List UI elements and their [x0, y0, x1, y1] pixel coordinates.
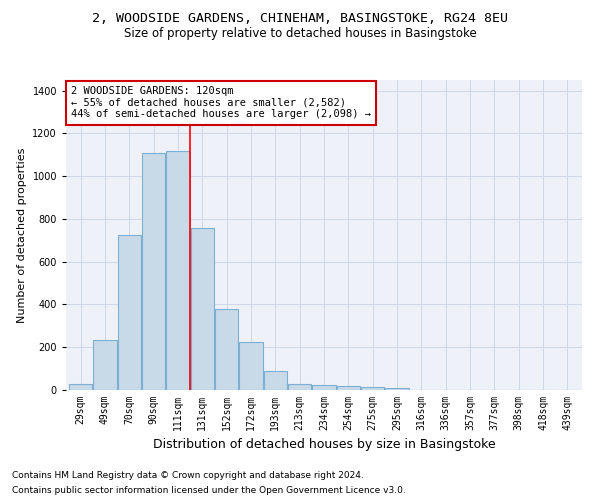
Bar	[264, 371, 287, 390]
Bar	[142, 152, 165, 390]
Bar	[118, 235, 141, 390]
Y-axis label: Number of detached properties: Number of detached properties	[17, 148, 27, 322]
Bar	[191, 228, 214, 390]
Bar	[215, 309, 238, 390]
Bar	[385, 388, 409, 390]
X-axis label: Distribution of detached houses by size in Basingstoke: Distribution of detached houses by size …	[152, 438, 496, 452]
Bar	[166, 150, 190, 390]
Bar	[313, 384, 335, 390]
Bar	[239, 342, 263, 390]
Bar	[69, 384, 92, 390]
Bar	[288, 384, 311, 390]
Bar	[337, 386, 360, 390]
Text: 2, WOODSIDE GARDENS, CHINEHAM, BASINGSTOKE, RG24 8EU: 2, WOODSIDE GARDENS, CHINEHAM, BASINGSTO…	[92, 12, 508, 26]
Text: Size of property relative to detached houses in Basingstoke: Size of property relative to detached ho…	[124, 28, 476, 40]
Text: Contains HM Land Registry data © Crown copyright and database right 2024.: Contains HM Land Registry data © Crown c…	[12, 471, 364, 480]
Text: 2 WOODSIDE GARDENS: 120sqm
← 55% of detached houses are smaller (2,582)
44% of s: 2 WOODSIDE GARDENS: 120sqm ← 55% of deta…	[71, 86, 371, 120]
Text: Contains public sector information licensed under the Open Government Licence v3: Contains public sector information licen…	[12, 486, 406, 495]
Bar	[94, 340, 116, 390]
Bar	[361, 387, 384, 390]
